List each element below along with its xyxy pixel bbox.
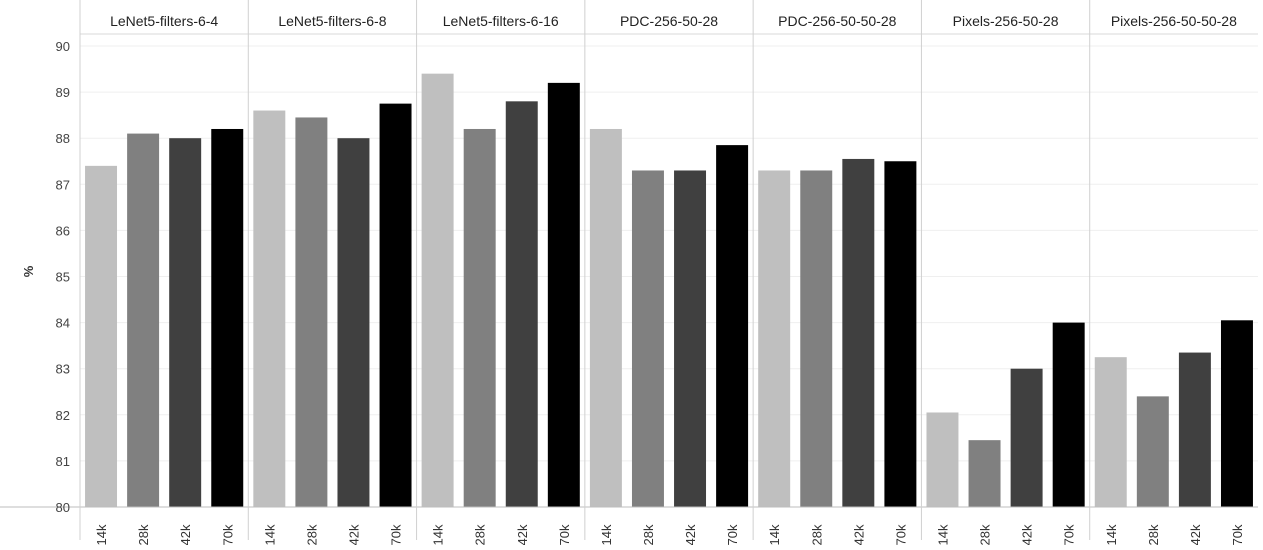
x-tick-label: 28k <box>978 524 993 545</box>
y-tick-label: 89 <box>56 85 70 100</box>
x-tick-label: 14k <box>767 524 782 545</box>
x-tick-label: 28k <box>304 524 319 545</box>
bar <box>1052 322 1085 507</box>
x-tick-label: 70k <box>725 524 740 545</box>
bar <box>85 165 118 508</box>
panel-title: LeNet5-filters-6-4 <box>110 13 218 29</box>
x-tick-label: 42k <box>1188 524 1203 545</box>
x-tick-label: 42k <box>851 524 866 545</box>
bar <box>631 170 664 507</box>
bar <box>968 440 1001 507</box>
x-tick-label: 28k <box>136 524 151 545</box>
bar <box>421 73 454 507</box>
x-tick-label: 14k <box>599 524 614 545</box>
x-tick-label: 42k <box>683 524 698 545</box>
bar <box>674 170 707 507</box>
x-tick-label: 70k <box>1062 524 1077 545</box>
bar <box>463 128 496 508</box>
x-tick-label: 42k <box>178 524 193 545</box>
x-tick-label: 42k <box>1020 524 1035 545</box>
panel-title-layer: LeNet5-filters-6-4 LeNet5-filters-6-8 LeNe… <box>110 13 1237 29</box>
bar <box>758 170 791 507</box>
bar <box>1178 352 1211 507</box>
y-tick-label: 82 <box>56 408 70 423</box>
y-tick-label: 85 <box>56 270 70 285</box>
y-tick-label: 80 <box>56 500 70 515</box>
x-tick-label: 14k <box>94 524 109 545</box>
bar <box>1010 368 1043 507</box>
y-axis-title: % <box>21 265 36 277</box>
bar <box>295 117 328 507</box>
y-tick-label: 88 <box>56 131 70 146</box>
x-tick-label: 70k <box>893 524 908 545</box>
bar <box>716 145 749 508</box>
bar <box>1220 320 1253 507</box>
bar-layer <box>85 73 1253 508</box>
bar <box>884 161 917 507</box>
x-tick-label: 42k <box>346 524 361 545</box>
x-tick-label: 28k <box>1146 524 1161 545</box>
x-tick-label: 28k <box>641 524 656 545</box>
x-tick-label: 14k <box>1104 524 1119 545</box>
bar <box>505 101 538 507</box>
bar <box>1094 357 1127 507</box>
x-tick-label: 70k <box>1230 524 1245 545</box>
x-tick-label: 70k <box>389 524 404 545</box>
panel-title: LeNet5-filters-6-8 <box>278 13 386 29</box>
bar <box>547 82 580 507</box>
bar <box>842 158 875 507</box>
bar <box>926 412 959 507</box>
bar <box>211 128 244 508</box>
bar <box>589 128 622 508</box>
y-tick-label: 86 <box>56 223 70 238</box>
x-tick-label: 14k <box>262 524 277 545</box>
bar <box>169 138 202 507</box>
panel-title: Pixels-256-50-28 <box>953 13 1059 29</box>
x-axis-ticks: 14k 28k 42k 70k 14k 28k 42k 70k 14k 28k 42k 70k 14k 2… <box>94 524 1245 545</box>
y-tick-label: 81 <box>56 454 70 469</box>
x-tick-label: 70k <box>557 524 572 545</box>
panel-title: PDC-256-50-50-28 <box>778 13 896 29</box>
bar <box>800 170 833 507</box>
y-axis-ticks: 80 81 82 83 84 85 86 87 88 89 90 <box>56 39 70 515</box>
y-tick-label: 84 <box>56 316 70 331</box>
y-tick-label: 83 <box>56 362 70 377</box>
y-tick-label: 90 <box>56 39 70 54</box>
x-tick-label: 42k <box>515 524 530 545</box>
bar <box>127 133 160 507</box>
y-tick-label: 87 <box>56 177 70 192</box>
panel-divider-layer <box>0 0 1258 540</box>
x-tick-label: 14k <box>431 524 446 545</box>
bar <box>379 103 412 507</box>
bar <box>337 138 370 507</box>
panel-title: Pixels-256-50-50-28 <box>1111 13 1237 29</box>
x-tick-label: 28k <box>473 524 488 545</box>
bar <box>253 110 286 507</box>
x-tick-label: 70k <box>220 524 235 545</box>
panel-title: LeNet5-filters-6-16 <box>443 13 559 29</box>
x-tick-label: 28k <box>809 524 824 545</box>
x-tick-label: 14k <box>935 524 950 545</box>
panel-title: PDC-256-50-28 <box>620 13 718 29</box>
bar <box>1136 396 1169 507</box>
